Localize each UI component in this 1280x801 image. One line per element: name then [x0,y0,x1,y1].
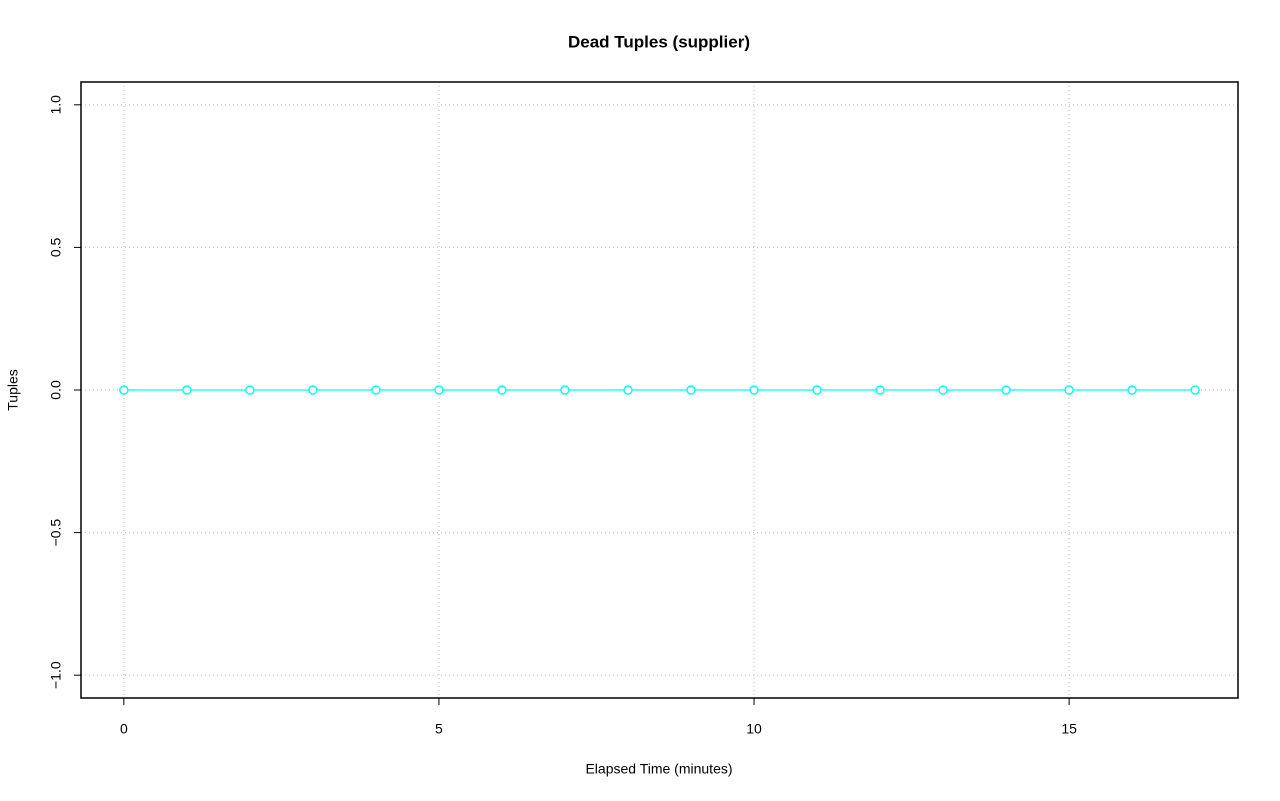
plot-frame [80,81,1239,699]
point [686,385,696,395]
chart-title: Dead Tuples (supplier) [568,32,750,51]
x-tick-label: 15 [1061,721,1077,737]
point [749,385,759,395]
point [812,385,822,395]
y-tick-label: 0.5 [48,237,64,257]
point [371,385,381,395]
point [560,385,570,395]
x-tick-label: 5 [435,721,443,737]
point [497,385,507,395]
y-tick-label: 1.0 [48,95,64,115]
point [1127,385,1137,395]
x-tick-label: 0 [120,721,128,737]
point [1064,385,1074,395]
x-tick-label: 10 [746,721,762,737]
point [182,385,192,395]
y-tick-label: −0.5 [48,519,64,547]
point [1190,385,1200,395]
y-tick-label: −1.0 [48,661,64,689]
point [119,385,129,395]
point [245,385,255,395]
point [938,385,948,395]
point [1001,385,1011,395]
point [623,385,633,395]
point [875,385,885,395]
point [434,385,444,395]
y-tick-label: 0.0 [48,380,64,400]
y-axis-label: Tuples [5,369,21,411]
point [308,385,318,395]
x-axis-label: Elapsed Time (minutes) [585,761,732,777]
